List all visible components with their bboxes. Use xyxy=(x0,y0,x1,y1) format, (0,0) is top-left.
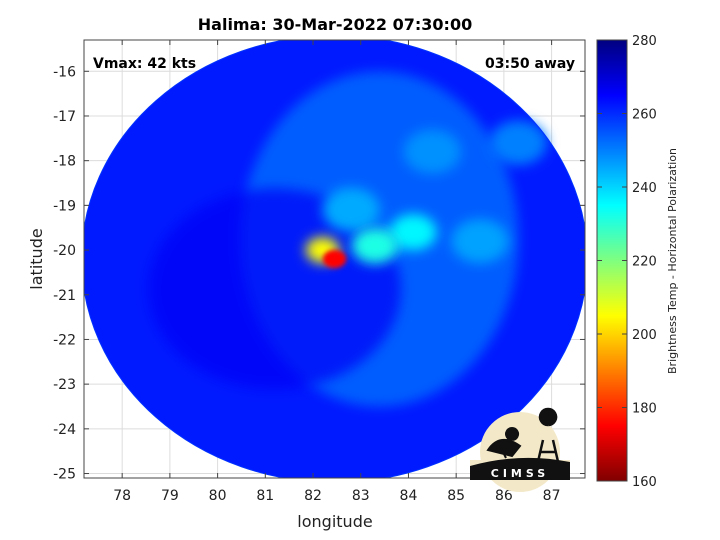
x-tick-label: 80 xyxy=(209,488,227,504)
y-tick-label: -23 xyxy=(53,377,76,393)
y-tick-label: -20 xyxy=(53,243,76,259)
y-axis-ticks: -16 -17 -18 -19 -20 -21 -22 -23 -24 -25 xyxy=(53,64,585,483)
logo-dish-icon xyxy=(486,427,522,459)
swath-feature xyxy=(322,187,380,232)
cimss-logo: CIMSS xyxy=(470,407,570,492)
x-tick-label: 87 xyxy=(543,488,561,504)
colorbar: 160 180 200 220 240 260 280 Brightness Temp - … xyxy=(596,34,679,490)
x-tick-label: 82 xyxy=(304,488,322,504)
colorbar-tick-label: 280 xyxy=(632,34,657,49)
x-tick-label: 84 xyxy=(400,488,418,504)
y-axis-title: latitude xyxy=(27,228,46,289)
colorbar-tick-label: 200 xyxy=(632,328,657,343)
swath-feature xyxy=(389,214,437,251)
swath-feature xyxy=(451,219,509,264)
colorbar-tick-label: 240 xyxy=(632,181,657,196)
colorbar-tick-label: 180 xyxy=(632,402,657,417)
y-tick-label: -22 xyxy=(53,332,76,348)
x-tick-label: 78 xyxy=(113,488,131,504)
time-offset-annotation: 03:50 away xyxy=(485,56,575,72)
y-tick-label: -16 xyxy=(53,64,76,80)
swath-feature xyxy=(489,120,547,165)
x-axis-ticks: 78 79 80 81 82 83 84 85 86 87 xyxy=(113,40,561,504)
swath-region xyxy=(148,188,401,390)
y-tick-label: -19 xyxy=(53,198,76,214)
x-tick-label: 81 xyxy=(256,488,274,504)
colorbar-ticks: 160 180 200 220 240 260 280 xyxy=(597,34,657,490)
y-tick-label: -24 xyxy=(53,422,76,438)
vmax-annotation: Vmax: 42 kts xyxy=(93,56,196,72)
x-tick-label: 86 xyxy=(495,488,513,504)
x-tick-label: 85 xyxy=(447,488,465,504)
swath-field xyxy=(84,40,585,478)
swath-feature xyxy=(403,129,461,174)
chart-title: Halima: 30-Mar-2022 07:30:00 xyxy=(198,15,472,34)
y-tick-label: -18 xyxy=(53,154,76,170)
logo-text: CIMSS xyxy=(491,467,549,480)
swath-feature xyxy=(351,227,399,264)
y-tick-label: -17 xyxy=(53,109,76,125)
swath-feature xyxy=(322,250,347,268)
colorbar-tick-label: 220 xyxy=(632,255,657,270)
x-tick-label: 83 xyxy=(352,488,370,504)
logo-tower-icon xyxy=(535,407,561,467)
colorbar-label: Brightness Temp - Horizontal Polarizatio… xyxy=(666,148,679,374)
colorbar-tick-label: 160 xyxy=(632,475,657,490)
y-tick-label: -25 xyxy=(53,467,76,483)
x-tick-label: 79 xyxy=(161,488,179,504)
x-axis-title: longitude xyxy=(297,512,372,531)
colorbar-tick-label: 260 xyxy=(632,108,657,123)
logo-ground-icon xyxy=(470,457,570,480)
y-tick-label: -21 xyxy=(53,288,76,304)
